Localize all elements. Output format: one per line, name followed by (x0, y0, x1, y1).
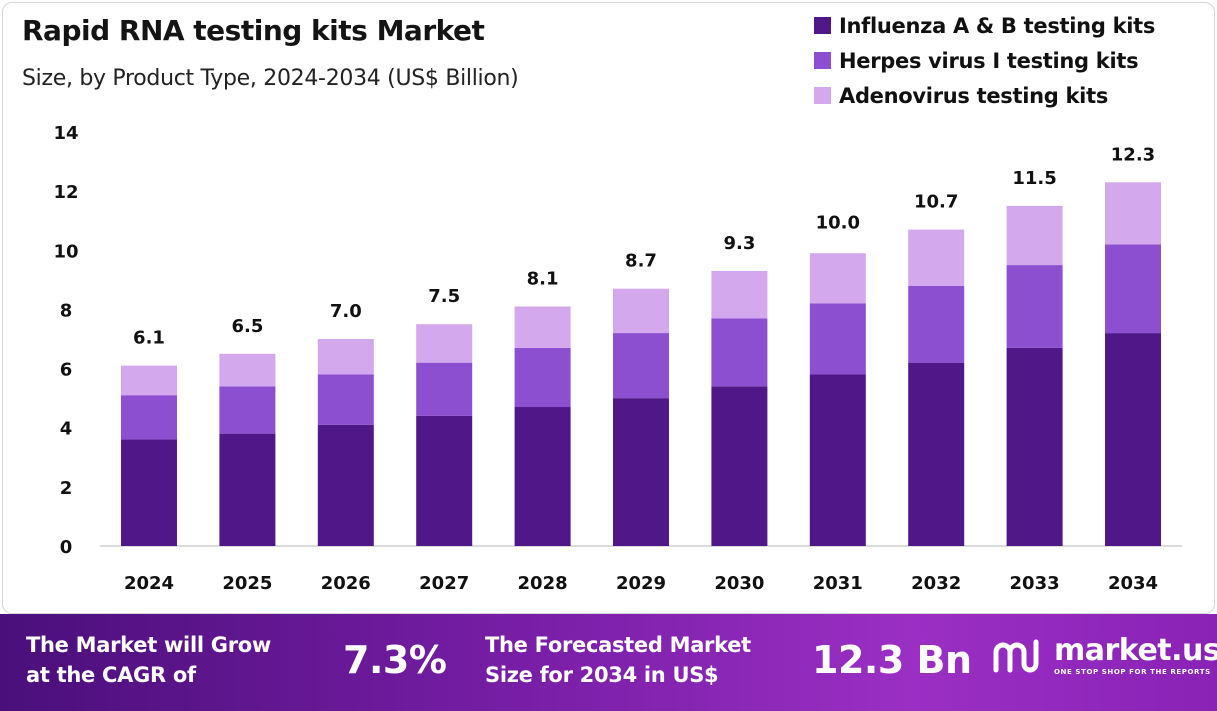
bar-total-label: 7.0 (330, 301, 362, 322)
brand-name: market.us (1054, 636, 1217, 666)
bar-total-label: 7.5 (428, 286, 460, 307)
x-tick-label: 2032 (911, 573, 961, 594)
forecast-caption: The Forecasted Market Size for 2034 in U… (485, 630, 751, 690)
bar-segment-influenza-2031 (810, 374, 866, 546)
y-tick-label: 4 (60, 419, 73, 440)
x-tick-label: 2024 (124, 573, 174, 594)
bar-total-label: 11.5 (1012, 168, 1056, 189)
cagr-value: 7.3% (343, 638, 446, 682)
y-tick-label: 10 (53, 241, 78, 262)
bar-segment-adenovirus-2032 (908, 230, 964, 286)
y-tick-label: 12 (53, 182, 78, 203)
bar-segment-herpes-2026 (318, 374, 374, 424)
bar-segment-influenza-2029 (613, 398, 669, 546)
bar-total-label: 10.7 (914, 192, 958, 213)
x-tick-label: 2028 (518, 573, 568, 594)
bar-segment-influenza-2025 (219, 434, 275, 546)
brand-logo-icon (992, 636, 1048, 676)
bar-segment-adenovirus-2031 (810, 253, 866, 303)
x-tick-label: 2033 (1010, 573, 1060, 594)
forecast-caption-line2: Size for 2034 in US$ (485, 660, 751, 690)
x-tick-label: 2025 (222, 573, 272, 594)
footer-banner: The Market will Grow at the CAGR of 7.3%… (0, 614, 1217, 711)
bar-segment-herpes-2034 (1105, 244, 1161, 333)
bar-segment-influenza-2030 (711, 386, 767, 546)
stacked-bar-chart: 0 2 4 6 8 10 12 14 6.1 2024 6.5 2025 7.0 2026 7.5 2027 8… (0, 0, 1217, 614)
y-tick-label: 8 (60, 300, 73, 321)
bar-segment-adenovirus-2025 (219, 354, 275, 387)
bar-segment-adenovirus-2024 (121, 366, 177, 396)
cagr-caption-line1: The Market will Grow (26, 630, 271, 660)
bar-total-label: 10.0 (816, 212, 860, 233)
x-tick-label: 2027 (419, 573, 469, 594)
bar-segment-influenza-2033 (1007, 348, 1063, 546)
y-tick-label: 2 (60, 478, 73, 499)
x-tick-label: 2030 (714, 573, 764, 594)
brand-logo: market.us ONE STOP SHOP FOR THE REPORTS (992, 636, 1217, 676)
bar-segment-herpes-2027 (416, 363, 472, 416)
bar-segment-adenovirus-2029 (613, 289, 669, 333)
bar-segment-adenovirus-2030 (711, 271, 767, 318)
y-tick-label: 0 (60, 537, 73, 558)
y-tick-label: 6 (60, 360, 73, 381)
bar-segment-herpes-2024 (121, 395, 177, 439)
bar-segment-herpes-2029 (613, 333, 669, 398)
bar-segment-adenovirus-2027 (416, 324, 472, 362)
bar-total-label: 6.1 (133, 328, 165, 349)
bar-segment-influenza-2028 (515, 407, 571, 546)
bar-total-label: 12.3 (1111, 144, 1155, 165)
bar-segment-influenza-2032 (908, 363, 964, 546)
x-tick-label: 2031 (813, 573, 863, 594)
bar-segment-influenza-2034 (1105, 333, 1161, 546)
bar-segment-influenza-2024 (121, 440, 177, 546)
bar-segment-adenovirus-2034 (1105, 182, 1161, 244)
bar-segment-adenovirus-2028 (515, 306, 571, 347)
forecast-caption-line1: The Forecasted Market (485, 630, 751, 660)
bar-segment-herpes-2025 (219, 386, 275, 433)
brand-tagline: ONE STOP SHOP FOR THE REPORTS (1054, 668, 1217, 676)
bar-segment-adenovirus-2026 (318, 339, 374, 374)
bar-segment-herpes-2030 (711, 318, 767, 386)
x-tick-label: 2029 (616, 573, 666, 594)
cagr-caption-line2: at the CAGR of (26, 660, 271, 690)
bar-total-label: 6.5 (231, 316, 263, 337)
bar-segment-influenza-2026 (318, 425, 374, 546)
cagr-caption: The Market will Grow at the CAGR of (26, 630, 271, 690)
x-tick-label: 2034 (1108, 573, 1158, 594)
bar-segment-herpes-2033 (1007, 265, 1063, 348)
bar-total-label: 8.1 (527, 268, 559, 289)
bar-total-label: 9.3 (723, 233, 755, 254)
bar-total-label: 8.7 (625, 251, 657, 272)
bar-segment-herpes-2031 (810, 304, 866, 375)
y-tick-label: 14 (53, 123, 78, 144)
bar-segment-herpes-2028 (515, 348, 571, 407)
bar-segment-influenza-2027 (416, 416, 472, 546)
bar-segment-herpes-2032 (908, 286, 964, 363)
x-tick-label: 2026 (321, 573, 371, 594)
forecast-value: 12.3 Bn (812, 638, 972, 682)
bar-segment-adenovirus-2033 (1007, 206, 1063, 265)
